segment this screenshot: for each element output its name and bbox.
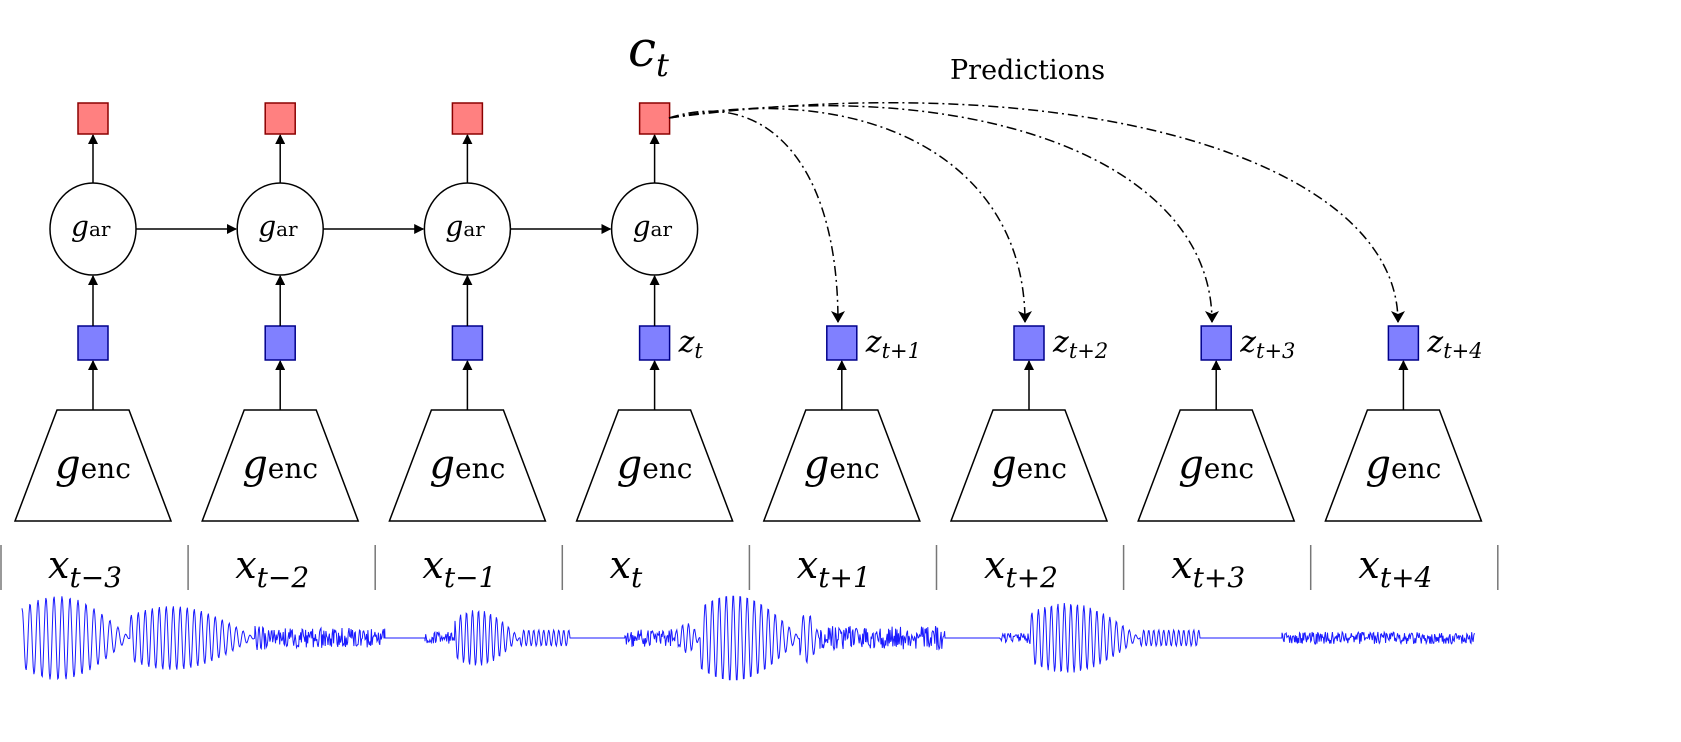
input-segment-label: xt+4 <box>1358 543 1432 594</box>
context-c-box <box>452 103 482 134</box>
latent-z-box <box>78 326 108 360</box>
prediction-arrow <box>669 106 1212 322</box>
timestep-column: genczt+4xt+4 <box>1325 325 1482 594</box>
input-segment-label: xt−3 <box>48 543 122 594</box>
latent-label: zt+4 <box>1426 325 1482 363</box>
latent-z-box <box>827 326 857 360</box>
prediction-arrow <box>669 103 1398 322</box>
input-segment-label: xt−1 <box>422 543 496 594</box>
latent-z-box <box>452 326 482 360</box>
timestep-column: genczt+2xt+2 <box>951 325 1108 594</box>
latent-z-box <box>1014 326 1044 360</box>
prediction-arrow <box>669 109 1025 322</box>
latent-z-box <box>1201 326 1231 360</box>
latent-label: zt+3 <box>1239 325 1295 363</box>
cpc-diagram: gencgarxt−3gencgarxt−2gencgarxt−1gencztg… <box>0 0 1681 742</box>
audio-waveform <box>22 596 1475 680</box>
input-segment-label: xt+3 <box>1171 543 1245 594</box>
context-c-box <box>78 103 108 134</box>
input-segment-label: xt <box>610 543 643 594</box>
latent-z-box <box>1388 326 1418 360</box>
timestep-column: genczt+1xt+1 <box>764 325 921 594</box>
input-segment-label: xt+2 <box>984 543 1058 594</box>
latent-z-box <box>265 326 295 360</box>
latent-label: zt+2 <box>1052 325 1108 363</box>
latent-z-box <box>640 326 670 360</box>
predictions-label: Predictions <box>950 55 1105 86</box>
context-label: ct <box>628 20 669 84</box>
latent-label: zt <box>678 325 704 363</box>
timestep-column: genczt+3xt+3 <box>1138 325 1295 594</box>
input-segment-label: xt−2 <box>235 543 309 594</box>
latent-label: zt+1 <box>865 325 921 363</box>
input-segment-label: xt+1 <box>797 543 871 594</box>
timestep-column: gencztgarxt <box>577 103 733 594</box>
context-c-box <box>640 103 670 134</box>
context-c-box <box>265 103 295 134</box>
